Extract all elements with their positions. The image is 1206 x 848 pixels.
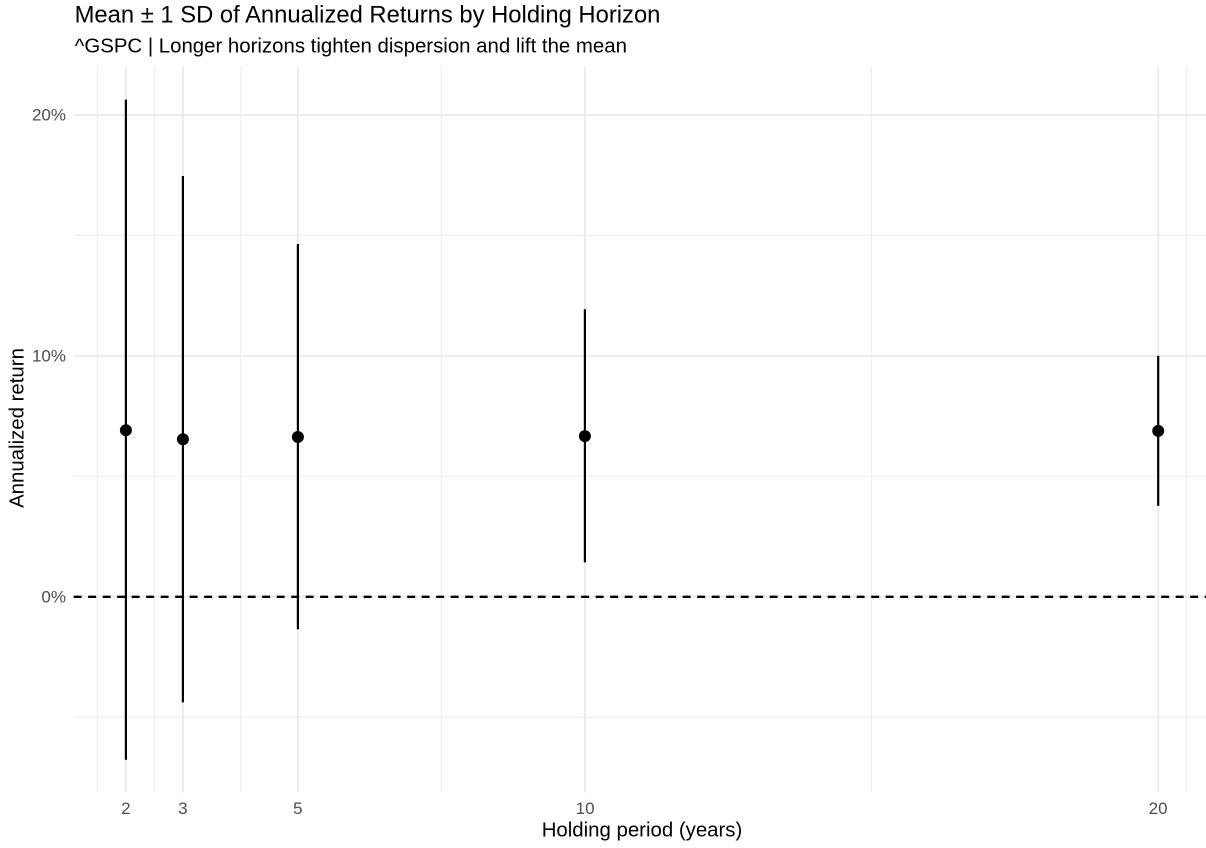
- svg-text:20%: 20%: [32, 106, 66, 125]
- svg-text:10: 10: [576, 799, 595, 818]
- svg-text:0%: 0%: [41, 588, 66, 607]
- svg-text:Annualized return: Annualized return: [6, 348, 28, 508]
- svg-text:^GSPC | Longer horizons tighte: ^GSPC | Longer horizons tighten dispersi…: [75, 36, 627, 58]
- svg-text:2: 2: [121, 799, 130, 818]
- svg-text:3: 3: [178, 799, 187, 818]
- svg-text:5: 5: [293, 799, 302, 818]
- svg-text:10%: 10%: [32, 347, 66, 366]
- svg-text:20: 20: [1149, 799, 1168, 818]
- svg-text:Mean ± 1 SD of Annualized Retu: Mean ± 1 SD of Annualized Returns by Hol…: [75, 2, 661, 29]
- svg-text:Holding period (years): Holding period (years): [542, 820, 743, 842]
